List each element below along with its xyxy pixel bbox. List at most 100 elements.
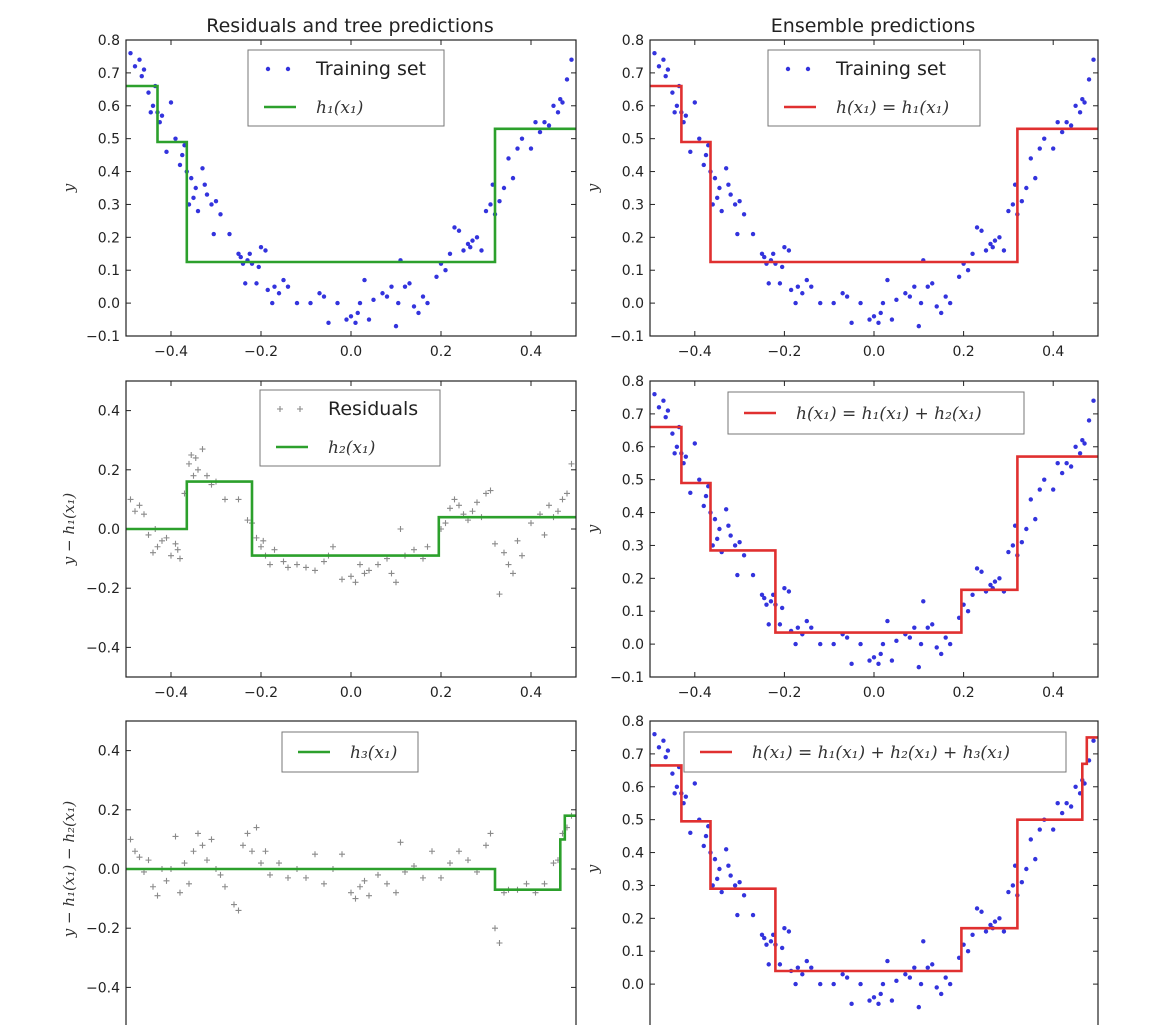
- scatter-point: [1033, 175, 1038, 181]
- scatter-point: [558, 97, 563, 102]
- residual-point: [267, 871, 273, 878]
- y-tick-label: 0.7: [622, 407, 644, 423]
- residual-point: [172, 833, 179, 840]
- scatter-point: [670, 771, 675, 776]
- scatter-point: [878, 651, 883, 657]
- scatter-point: [1033, 856, 1038, 862]
- axes-frame: [125, 39, 577, 337]
- scatter-point: [569, 57, 574, 62]
- residual-point: [163, 534, 170, 541]
- residual-point: [388, 570, 395, 577]
- residual-point: [244, 517, 251, 524]
- scatter-point: [786, 248, 792, 253]
- scatter-point: [930, 622, 935, 627]
- residual-point: [303, 564, 309, 571]
- y-tick-label: 0.6: [622, 99, 644, 115]
- scatter-point: [497, 198, 502, 204]
- axes-frame: [125, 380, 577, 678]
- scatter-point: [782, 586, 787, 591]
- residual-point: [348, 573, 354, 580]
- x-tick-label: 0.0: [340, 685, 362, 701]
- legend: h(x₁) = h₁(x₁) + h₂(x₁): [727, 391, 1025, 435]
- scatter-point: [732, 543, 738, 548]
- scatter-point: [348, 314, 354, 319]
- y-tick-label: 0.2: [622, 571, 644, 587]
- scatter-point: [692, 100, 697, 105]
- scatter-point: [809, 284, 814, 289]
- residual-point: [393, 889, 399, 896]
- scatter-point: [766, 622, 771, 627]
- scatter-point: [670, 90, 675, 95]
- plot-area: [126, 446, 576, 598]
- scatter-point: [353, 320, 358, 326]
- y-tick-label: 0.2: [622, 911, 644, 927]
- residual-point: [510, 570, 516, 577]
- scatter-point: [782, 245, 787, 250]
- scatter-point: [979, 569, 984, 574]
- axes-frame: [649, 380, 1099, 678]
- x-tick-label: −0.4: [154, 685, 188, 701]
- legend-label: Training set: [835, 58, 946, 80]
- scatter-point: [737, 539, 742, 545]
- y-tick-label: 0.5: [98, 132, 120, 148]
- scatter-point: [141, 67, 147, 72]
- scatter-point: [934, 985, 939, 990]
- scatter-point: [238, 254, 243, 260]
- scatter-point: [844, 975, 850, 980]
- y-tick-label: 0.0: [98, 862, 120, 878]
- y-tick-label: −0.1: [610, 670, 644, 686]
- scatter-point: [992, 238, 998, 243]
- y-tick-label: 0.5: [622, 473, 644, 489]
- legend-marker: [785, 66, 791, 72]
- scatter-point: [979, 909, 984, 914]
- scatter-point: [168, 100, 174, 105]
- residual-point: [361, 570, 368, 577]
- scatter-point: [416, 310, 421, 316]
- scatter-point: [564, 77, 570, 82]
- residual-point: [267, 561, 273, 568]
- scatter-point: [688, 830, 693, 836]
- scatter-point: [867, 998, 872, 1003]
- scatter-point: [930, 962, 935, 967]
- scatter-point: [918, 641, 924, 647]
- scatter-point: [723, 847, 729, 852]
- y-tick-label: 0.6: [622, 780, 644, 796]
- scatter-point: [912, 284, 917, 289]
- residual-point: [174, 546, 181, 553]
- residual-point: [195, 830, 201, 837]
- scatter-point: [844, 635, 850, 640]
- residual-point: [190, 472, 197, 479]
- residual-point: [222, 496, 228, 503]
- legend-box: [683, 731, 1067, 773]
- scatter-point: [128, 50, 133, 56]
- scatter-point: [844, 294, 850, 299]
- scatter-point: [213, 198, 219, 204]
- scatter-point: [795, 625, 801, 630]
- residual-point: [375, 871, 381, 878]
- scatter-point: [974, 225, 980, 230]
- legend-label: h(x₁) = h₁(x₁) + h₂(x₁): [796, 404, 982, 424]
- scatter-point: [766, 281, 771, 286]
- scatter-point: [1006, 208, 1011, 214]
- scatter-point: [992, 579, 998, 584]
- scatter-point: [871, 655, 877, 660]
- legend-label: h₁(x₁): [316, 98, 363, 118]
- scatter-point: [150, 103, 156, 108]
- legend-box: [767, 49, 981, 127]
- scatter-point: [672, 791, 677, 796]
- scatter-point: [768, 599, 774, 604]
- scatter-point: [1010, 883, 1016, 888]
- scatter-point: [425, 300, 430, 306]
- scatter-point: [560, 100, 565, 105]
- x-tick-label: 0.0: [863, 344, 885, 360]
- residual-point: [231, 901, 237, 908]
- scatter-point: [411, 304, 417, 309]
- panel-ensemble-2: −0.1 0.0 0.1 0.2 0.3 0.4 0.5 0.6 0.7 0.8 −0.4 −0.2 0…: [584, 374, 1099, 701]
- scatter-point: [1042, 477, 1047, 482]
- scatter-point: [970, 932, 975, 937]
- x-tick-label: 0.0: [340, 344, 362, 360]
- scatter-point: [1028, 497, 1034, 502]
- residual-point: [496, 591, 503, 598]
- y-tick-label: 0.3: [98, 197, 120, 213]
